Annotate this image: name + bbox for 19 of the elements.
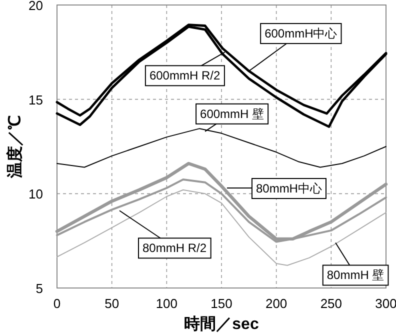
y-tick-label: 20 bbox=[28, 0, 43, 13]
annotation: 600mmH中心 bbox=[264, 26, 338, 41]
y-tick-label: 10 bbox=[28, 186, 43, 202]
annotation: 600mmH R/2 bbox=[149, 68, 220, 83]
y-tick-label: 15 bbox=[28, 92, 43, 108]
annotation: 80mmH 壁 bbox=[326, 268, 384, 282]
x-tick-label: 300 bbox=[375, 296, 396, 311]
x-tick-label: 250 bbox=[320, 296, 342, 311]
annotation: 80mmH中心 bbox=[256, 182, 322, 196]
x-tick-label: 200 bbox=[265, 296, 288, 311]
y-axis-title: 温度／℃ bbox=[5, 115, 24, 179]
annotation: 600mmH 壁 bbox=[200, 106, 264, 121]
x-tick-label: 100 bbox=[156, 296, 178, 311]
x-axis-title: 時間／sec bbox=[184, 315, 259, 333]
x-tick-label: 150 bbox=[210, 296, 232, 311]
x-tick-label: 0 bbox=[53, 296, 61, 311]
y-tick-label: 5 bbox=[36, 281, 43, 296]
annotation: 80mmH R/2 bbox=[142, 241, 207, 256]
x-tick-label: 50 bbox=[104, 296, 120, 311]
